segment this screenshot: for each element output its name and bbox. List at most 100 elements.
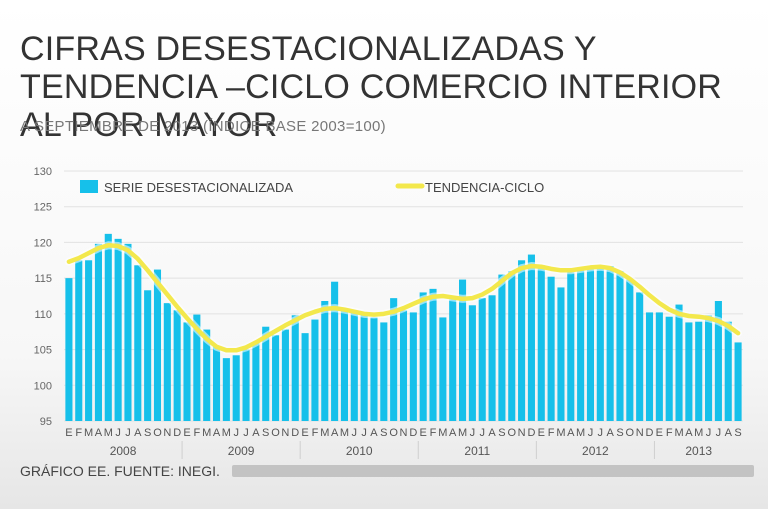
x-tick-label: J xyxy=(470,427,476,439)
bar xyxy=(65,278,73,421)
bar xyxy=(675,304,683,421)
bar xyxy=(596,267,604,421)
x-tick-label: J xyxy=(716,427,722,439)
bar xyxy=(537,265,545,421)
bar xyxy=(163,303,171,421)
bar xyxy=(714,301,722,421)
trend-series xyxy=(64,241,743,355)
bar xyxy=(193,314,201,421)
bar xyxy=(104,233,112,421)
bar xyxy=(94,243,102,421)
bar xyxy=(321,301,329,421)
x-tick-label: J xyxy=(115,427,121,439)
bar xyxy=(222,358,230,421)
x-tick-label: D xyxy=(527,427,535,439)
x-tick-label: A xyxy=(370,427,378,439)
chart-subtitle: A SEPTIEMBRE DE 2013 (ÍNDICE BASE 2003=1… xyxy=(20,118,386,135)
bar xyxy=(547,276,555,421)
x-tick-label: F xyxy=(666,427,673,439)
x-tick-label: F xyxy=(75,427,82,439)
x-tick-label: D xyxy=(409,427,417,439)
bar xyxy=(399,310,408,421)
y-tick-label: 110 xyxy=(34,309,52,321)
bar xyxy=(85,260,93,421)
x-tick-label: M xyxy=(202,427,211,439)
bar xyxy=(331,281,339,421)
x-tick-label: S xyxy=(734,427,741,439)
bar xyxy=(468,305,476,421)
x-tick-label: M xyxy=(556,427,565,439)
x-tick-label: O xyxy=(389,427,398,439)
x-tick-label: M xyxy=(576,427,585,439)
bar xyxy=(449,299,457,421)
x-tick-label: J xyxy=(125,427,131,439)
x-tick-label: A xyxy=(95,427,103,439)
bar xyxy=(606,266,614,421)
y-axis: 95 100 105 110 115 120 125 130 xyxy=(34,166,52,428)
bar xyxy=(645,312,654,421)
chart-title: CIFRAS DESESTACIONALIZADAS Y TENDENCIA –… xyxy=(20,30,722,144)
year-label: 2009 xyxy=(228,444,255,458)
x-tick-label: E xyxy=(538,427,545,439)
bar xyxy=(390,298,398,421)
x-tick-label: E xyxy=(65,427,72,439)
x-tick-label: O xyxy=(271,427,280,439)
x-tick-label: A xyxy=(567,427,575,439)
x-tick-label: J xyxy=(588,427,594,439)
x-tick-label: J xyxy=(361,427,367,439)
x-tick-label: J xyxy=(352,427,358,439)
bar xyxy=(586,269,595,421)
x-tick-label: M xyxy=(104,427,113,439)
x-tick-label: A xyxy=(252,427,260,439)
x-tick-label: S xyxy=(144,427,151,439)
x-tick-label: M xyxy=(84,427,93,439)
x-tick-label: F xyxy=(312,427,319,439)
bar xyxy=(478,298,486,421)
x-tick-label: S xyxy=(380,427,387,439)
x-tick-label: J xyxy=(243,427,249,439)
y-tick-label: 105 xyxy=(34,345,52,357)
bar xyxy=(616,271,624,421)
legend-bar-label: SERIE DESESTACIONALIZADA xyxy=(104,180,293,195)
x-tick-label: A xyxy=(213,427,221,439)
x-tick-label: M xyxy=(694,427,703,439)
bar xyxy=(212,346,221,421)
bar xyxy=(262,326,270,421)
x-tick-label: N xyxy=(400,427,408,439)
x-tick-label: D xyxy=(173,427,181,439)
x-tick-label: A xyxy=(331,427,339,439)
y-tick-label: 95 xyxy=(40,416,52,428)
bar xyxy=(153,269,162,421)
y-tick-label: 130 xyxy=(34,166,52,178)
x-tick-label: A xyxy=(134,427,142,439)
bar xyxy=(567,272,575,421)
bar xyxy=(636,292,644,421)
x-tick-label: S xyxy=(262,427,269,439)
y-tick-label: 115 xyxy=(34,273,52,285)
bar xyxy=(488,295,496,421)
x-tick-label: A xyxy=(606,427,614,439)
x-tick-label: S xyxy=(498,427,505,439)
x-tick-label: M xyxy=(458,427,467,439)
year-label: 2011 xyxy=(464,444,490,458)
bar xyxy=(655,312,663,421)
bar xyxy=(527,254,535,421)
x-tick-label: A xyxy=(685,427,693,439)
bar xyxy=(144,290,152,421)
bar xyxy=(232,355,240,421)
x-tick-label: M xyxy=(438,427,447,439)
x-tick-label: N xyxy=(163,427,171,439)
x-tick-label: J xyxy=(233,427,239,439)
bar xyxy=(75,260,83,421)
x-tick-label: J xyxy=(706,427,712,439)
x-tick-label: A xyxy=(725,427,733,439)
bar xyxy=(281,329,289,421)
trend-line xyxy=(66,243,741,353)
bar xyxy=(498,274,506,421)
bar-series xyxy=(65,233,742,421)
x-tick-label: N xyxy=(636,427,644,439)
bar xyxy=(626,279,634,421)
bar xyxy=(695,321,703,421)
